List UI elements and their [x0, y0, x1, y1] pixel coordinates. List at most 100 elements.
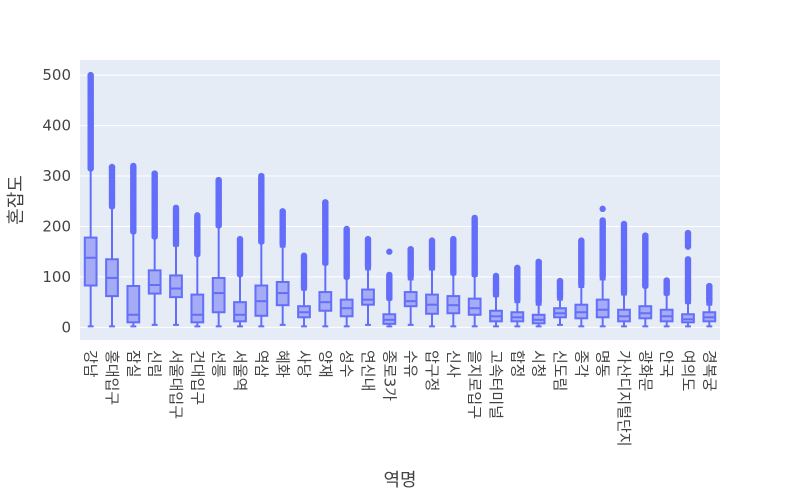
- x-tick-label: 양재: [316, 350, 334, 378]
- box-사당: [297, 252, 311, 328]
- outlier-point: [492, 272, 500, 280]
- box-강남: [83, 71, 98, 328]
- x-tick-label: 강남: [82, 350, 100, 378]
- outlier-point: [108, 163, 116, 171]
- x-tick-label: 광화문: [636, 350, 654, 392]
- box-을지로입구: [467, 214, 482, 328]
- box-수유: [403, 245, 418, 326]
- box-가산디지털단지: [617, 220, 631, 328]
- y-tick-label: 100: [42, 268, 71, 286]
- box-양재: [318, 199, 333, 328]
- x-tick-label: 신사: [444, 350, 462, 378]
- box-종각: [574, 237, 589, 328]
- x-tick-label: 명동: [594, 350, 612, 378]
- iqr-box: [595, 298, 610, 319]
- box-안국: [659, 277, 674, 328]
- box-서울역: [233, 235, 247, 328]
- box-광화문: [638, 232, 653, 328]
- iqr-box: [361, 288, 375, 306]
- outlier-point: [428, 237, 436, 244]
- y-tick-label: 400: [42, 117, 71, 135]
- y-tick-label: 0: [61, 318, 71, 336]
- box-압구정: [425, 237, 439, 328]
- outlier-point: [706, 282, 713, 290]
- outlier-point: [578, 237, 585, 244]
- x-tick-label: 성수: [338, 350, 356, 378]
- outlier-point: [599, 205, 606, 213]
- outlier-point: [194, 212, 201, 219]
- outlier-point: [663, 277, 670, 284]
- outlier-point: [407, 245, 414, 253]
- y-tick-labels: 0 100 200 300 400 500: [42, 66, 71, 336]
- x-tick-label: 혜화: [274, 350, 292, 378]
- outlier-point: [215, 176, 222, 184]
- box-신도림: [553, 277, 567, 326]
- iqr-box: [147, 269, 162, 295]
- iqr-box: [211, 276, 226, 314]
- box-신사: [446, 235, 461, 328]
- iqr-box: [403, 291, 418, 308]
- x-tick-label: 안국: [658, 350, 676, 378]
- iqr-box: [638, 305, 653, 320]
- outlier-point: [450, 235, 457, 243]
- x-tick-labels: 강남 홍대입구 잠실 신림 서울대입구 건대입구 선릉 서울역 역삼 혜화 사당 양재 성수 연신내 종로3…: [82, 350, 719, 447]
- box-선릉: [211, 176, 226, 328]
- box-명동: [595, 205, 610, 328]
- outlier-point: [343, 225, 350, 233]
- outlier-point: [300, 252, 308, 259]
- outlier-point: [172, 204, 180, 212]
- iqr-box: [233, 301, 247, 323]
- outlier-point: [599, 217, 606, 224]
- x-tick-label: 서울대입구: [167, 350, 185, 419]
- outlier-point: [364, 235, 372, 243]
- box-합정: [510, 264, 525, 328]
- outlier-point: [684, 256, 692, 263]
- x-tick-label: 서울역: [231, 350, 249, 391]
- iqr-box: [126, 285, 141, 324]
- box-역삼: [254, 172, 269, 328]
- outlier-point: [87, 71, 94, 79]
- y-tick-label: 300: [42, 167, 71, 185]
- box-잠실: [126, 162, 141, 328]
- outlier-point: [130, 162, 137, 170]
- x-tick-label: 압구정: [423, 350, 441, 391]
- box-경복궁: [702, 282, 717, 328]
- x-tick-label: 연신내: [359, 350, 377, 391]
- y-tick-label: 500: [42, 66, 71, 84]
- outlier-point: [279, 208, 286, 215]
- y-axis-title: 혼잡도: [6, 175, 27, 225]
- plot-background: [80, 60, 720, 340]
- x-tick-label: 고속터미널: [487, 350, 505, 419]
- x-tick-label: 종각: [572, 350, 590, 378]
- outlier-point: [236, 235, 244, 243]
- x-tick-label: 홍대입구: [103, 350, 121, 405]
- x-tick-label: 합정: [508, 350, 526, 378]
- boxes-layer: [83, 71, 717, 328]
- x-tick-label: 사당: [295, 350, 313, 378]
- outlier-point: [322, 199, 329, 206]
- iqr-box: [169, 274, 183, 299]
- outlier-point: [620, 220, 628, 228]
- box-성수: [339, 225, 354, 328]
- box-신림: [147, 170, 162, 326]
- box-서울대입구: [169, 204, 183, 326]
- x-tick-label: 신도림: [551, 350, 569, 391]
- outlier-point: [556, 277, 564, 285]
- x-tick-label: 여의도: [679, 350, 697, 392]
- box-홍대입구: [105, 163, 119, 328]
- y-gridlines: [80, 74, 720, 328]
- outlier-point: [514, 264, 521, 272]
- box-고속터미널: [489, 272, 503, 328]
- iqr-box: [190, 293, 205, 324]
- x-tick-label: 수유: [402, 350, 420, 378]
- x-tick-label: 경복궁: [700, 350, 718, 392]
- box-혜화: [275, 208, 290, 326]
- iqr-box: [83, 236, 98, 287]
- outlier-point: [535, 258, 542, 266]
- outlier-point: [258, 172, 265, 180]
- box-시청: [531, 258, 546, 328]
- iqr-box: [681, 313, 695, 324]
- box-연신내: [361, 235, 375, 326]
- x-tick-label: 선릉: [210, 350, 228, 378]
